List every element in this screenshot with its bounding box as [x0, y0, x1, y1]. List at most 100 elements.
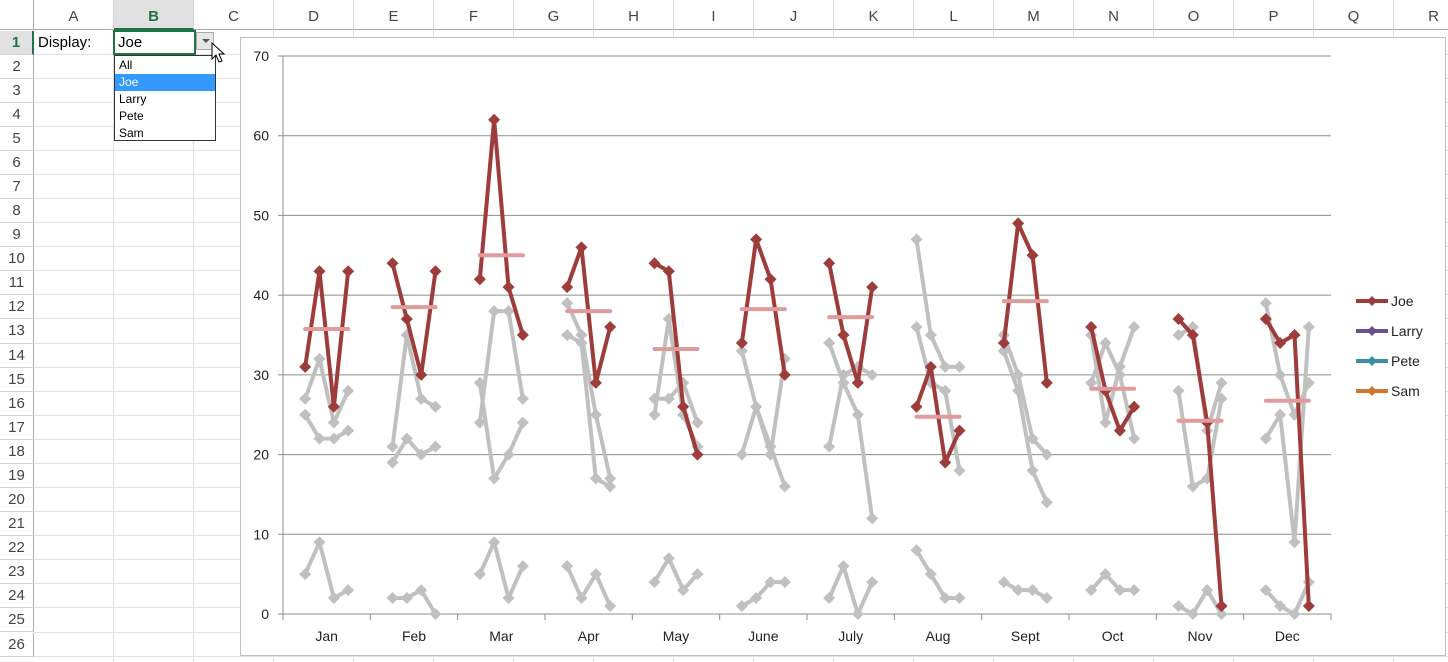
data-point-pete: [400, 432, 413, 445]
data-point-joe: [677, 400, 690, 413]
data-point-joe: [589, 376, 602, 389]
select-all-corner[interactable]: [0, 0, 34, 30]
row-header-11[interactable]: 11: [0, 271, 34, 296]
data-point-sam: [1012, 584, 1025, 597]
column-header-k[interactable]: K: [834, 0, 914, 30]
data-point-larry: [924, 329, 937, 341]
series-line-pete-may: [654, 380, 700, 424]
data-point-pete: [502, 448, 515, 461]
row-header-24[interactable]: 24: [0, 584, 34, 609]
series-line-pete-feb: [390, 436, 437, 464]
data-point-joe: [1302, 600, 1315, 613]
data-point-pete: [488, 472, 501, 485]
data-point-joe: [691, 448, 704, 461]
data-point-joe: [837, 329, 850, 341]
data-point-pete: [1099, 416, 1112, 429]
data-point-sam: [400, 592, 413, 605]
dropdown-option-all[interactable]: All: [119, 58, 133, 72]
dropdown-option-joe[interactable]: Joe: [115, 74, 215, 91]
data-point-larry: [735, 344, 748, 357]
data-point-joe: [386, 257, 399, 270]
column-header-g[interactable]: G: [514, 0, 594, 30]
dropdown-option-sam[interactable]: Sam: [119, 126, 144, 140]
column-header-l[interactable]: L: [914, 0, 994, 30]
series-line-larry-sept: [1001, 334, 1049, 456]
row-header-10[interactable]: 10: [0, 247, 34, 272]
y-tick-label: 0: [261, 606, 269, 622]
row-header-26[interactable]: 26: [0, 632, 34, 657]
data-point-joe: [299, 360, 312, 373]
data-point-joe: [648, 257, 661, 270]
column-header-c[interactable]: C: [194, 0, 274, 30]
row-header-14[interactable]: 14: [0, 343, 34, 368]
column-header-d[interactable]: D: [274, 0, 354, 30]
data-point-sam: [502, 592, 515, 605]
data-point-sam: [561, 560, 574, 573]
row-header-9[interactable]: 9: [0, 223, 34, 248]
row-header-16[interactable]: 16: [0, 391, 34, 416]
row-header-5[interactable]: 5: [0, 126, 34, 151]
row-header-25[interactable]: 25: [0, 608, 34, 633]
row-header-4[interactable]: 4: [0, 102, 34, 127]
data-point-pete: [1274, 408, 1287, 421]
column-header-b[interactable]: B: [114, 0, 194, 30]
series-line-joe-july: [827, 262, 875, 385]
series-line-sam-oct: [1089, 572, 1135, 593]
data-point-sam: [1201, 584, 1214, 597]
row-header-1[interactable]: 1: [0, 30, 34, 55]
row-header-23[interactable]: 23: [0, 560, 34, 585]
column-header-j[interactable]: J: [754, 0, 834, 30]
column-header-p[interactable]: P: [1234, 0, 1314, 30]
row-header-15[interactable]: 15: [0, 367, 34, 392]
row-header-19[interactable]: 19: [0, 463, 34, 489]
column-header-m[interactable]: M: [994, 0, 1074, 30]
data-point-larry: [575, 329, 588, 341]
row-header-8[interactable]: 8: [0, 199, 34, 224]
column-header-h[interactable]: H: [594, 0, 674, 30]
data-point-joe: [429, 265, 442, 278]
row-header-20[interactable]: 20: [0, 488, 34, 513]
series-line-pete-july: [827, 364, 874, 447]
row-header-21[interactable]: 21: [0, 512, 34, 537]
x-tick-label: Aug: [926, 628, 951, 644]
column-header-e[interactable]: E: [354, 0, 434, 30]
row-header-7[interactable]: 7: [0, 174, 34, 200]
column-header-a[interactable]: A: [34, 0, 114, 30]
row-header-13[interactable]: 13: [0, 319, 34, 344]
x-tick-label: Sept: [1011, 628, 1040, 644]
row-header-12[interactable]: 12: [0, 295, 34, 320]
data-point-joe: [866, 281, 879, 294]
chart-area[interactable]: 0 10 20 30 40 50 60 70 Jan Feb Mar Apr May June July Au…: [240, 37, 1446, 656]
column-header-o[interactable]: O: [1154, 0, 1234, 30]
data-point-pete: [1186, 480, 1199, 493]
dropdown-arrow-button[interactable]: [196, 32, 214, 50]
data-point-larry: [1099, 336, 1112, 349]
dropdown-option-pete[interactable]: Pete: [119, 109, 144, 123]
data-point-pete: [837, 368, 850, 381]
data-point-sam: [1259, 584, 1272, 597]
y-tick-label: 70: [253, 48, 269, 64]
row-header-17[interactable]: 17: [0, 415, 34, 440]
cell-b1-display-dropdown[interactable]: Joe: [113, 30, 196, 55]
data-point-joe: [1186, 329, 1199, 341]
data-point-sam: [924, 568, 937, 581]
column-header-i[interactable]: I: [674, 0, 754, 30]
series-line-joe-nov: [1177, 317, 1224, 607]
data-point-sam: [823, 592, 836, 605]
column-header-r[interactable]: R: [1394, 0, 1448, 30]
data-point-larry: [313, 352, 326, 365]
series-line-sam-apr: [565, 565, 612, 607]
series-line-joe-feb: [390, 262, 438, 377]
column-header-n[interactable]: N: [1074, 0, 1154, 30]
mouse-cursor-icon: [211, 42, 226, 63]
row-header-2[interactable]: 2: [0, 54, 34, 79]
row-header-18[interactable]: 18: [0, 439, 34, 464]
row-header-6[interactable]: 6: [0, 150, 34, 175]
column-header-f[interactable]: F: [434, 0, 514, 30]
row-header-22[interactable]: 22: [0, 536, 34, 561]
x-tick-label: Oct: [1102, 628, 1124, 644]
dropdown-option-larry[interactable]: Larry: [119, 92, 147, 106]
column-header-q[interactable]: Q: [1314, 0, 1394, 30]
row-header-3[interactable]: 3: [0, 78, 34, 103]
data-point-joe: [1274, 336, 1287, 349]
